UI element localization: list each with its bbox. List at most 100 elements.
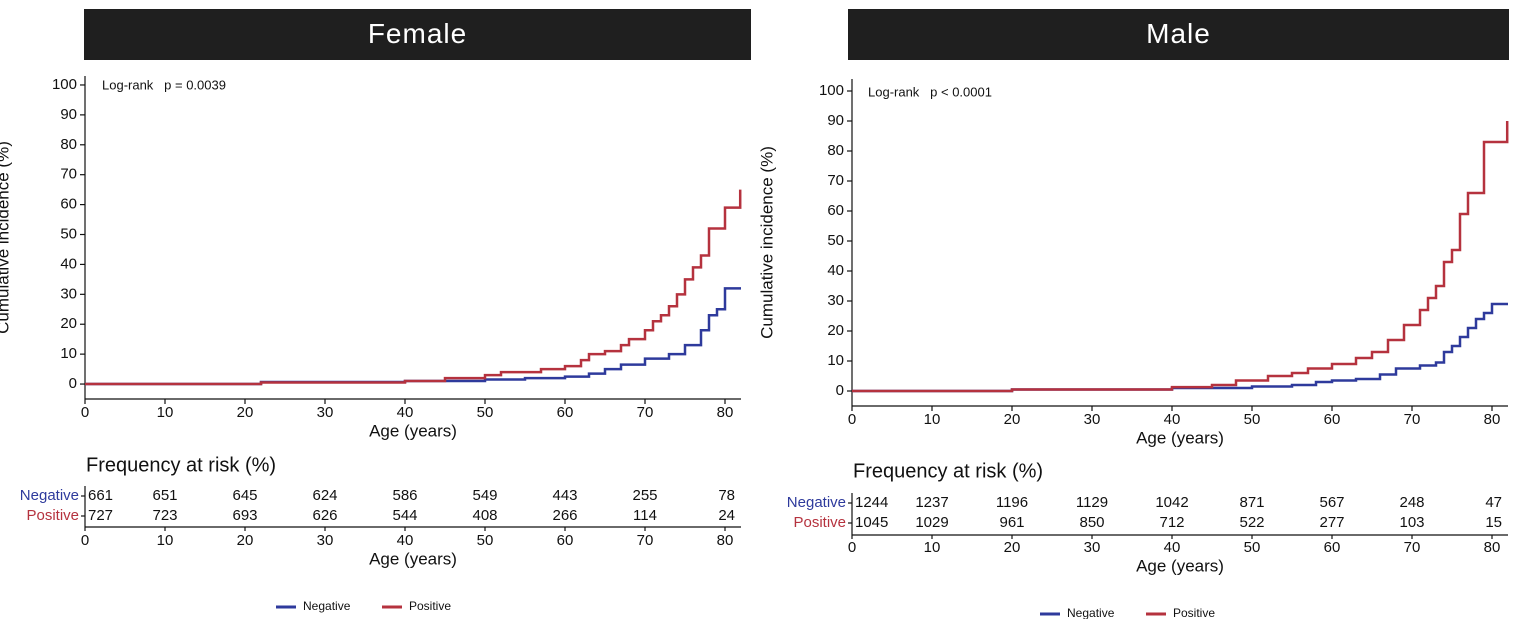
y-tick-label: 60 xyxy=(60,196,77,213)
risk-title: Frequency at risk (%) xyxy=(853,460,1043,482)
risk-x-tick-label: 0 xyxy=(81,532,89,549)
step-line xyxy=(85,287,741,386)
x-tick-label: 70 xyxy=(1404,411,1421,428)
x-tick-label: 80 xyxy=(1484,411,1501,428)
x-tick-label: 60 xyxy=(557,404,574,421)
x-tick-label: 0 xyxy=(848,411,856,428)
y-tick-label: 20 xyxy=(60,315,77,332)
risk-row-name: Negative xyxy=(787,494,846,511)
risk-value: 255 xyxy=(632,487,657,504)
y-tick-label: 10 xyxy=(827,352,844,369)
risk-value: 645 xyxy=(232,487,257,504)
risk-x-tick-label: 40 xyxy=(397,532,414,549)
y-tick-label: 100 xyxy=(52,76,77,93)
risk-x-tick-label: 30 xyxy=(1084,539,1101,556)
y-tick-label: 60 xyxy=(827,202,844,219)
y-tick-label: 30 xyxy=(827,292,844,309)
risk-value: 1029 xyxy=(915,514,948,531)
x-tick-label: 30 xyxy=(1084,411,1101,428)
annotation: Log-rank p = 0.0039 xyxy=(102,77,226,92)
risk-value: 661 xyxy=(88,487,113,504)
y-tick-label: 80 xyxy=(60,136,77,153)
risk-row-name: Positive xyxy=(26,507,79,524)
risk-value: 1196 xyxy=(996,494,1028,511)
risk-x-tick-label: 0 xyxy=(848,539,856,556)
risk-value: 114 xyxy=(633,507,657,524)
risk-value: 103 xyxy=(1399,514,1424,531)
panel-title: Male xyxy=(1146,18,1211,49)
risk-title: Frequency at risk (%) xyxy=(86,454,276,476)
legend-label: Negative xyxy=(303,599,351,613)
y-axis-label: Cumulative incidence (%) xyxy=(757,146,776,339)
risk-value: 443 xyxy=(552,487,577,504)
x-tick-label: 60 xyxy=(1324,411,1341,428)
risk-value: 567 xyxy=(1319,494,1344,511)
x-tick-label: 20 xyxy=(1004,411,1021,428)
annotation: Log-rank p < 0.0001 xyxy=(868,84,992,99)
risk-x-label: Age (years) xyxy=(369,549,457,568)
y-tick-label: 30 xyxy=(60,285,77,302)
risk-x-tick-label: 20 xyxy=(1004,539,1021,556)
risk-x-tick-label: 40 xyxy=(1164,539,1181,556)
x-tick-label: 50 xyxy=(477,404,494,421)
risk-value: 15 xyxy=(1485,514,1502,531)
risk-value: 961 xyxy=(999,514,1024,531)
risk-x-tick-label: 80 xyxy=(1484,539,1501,556)
risk-x-tick-label: 70 xyxy=(1404,539,1421,556)
risk-value: 1237 xyxy=(915,494,948,511)
legend-label: Negative xyxy=(1067,606,1115,619)
risk-value: 266 xyxy=(552,507,577,524)
y-tick-label: 70 xyxy=(60,166,77,183)
x-axis-label: Age (years) xyxy=(1136,428,1224,447)
risk-value: 522 xyxy=(1239,514,1264,531)
x-tick-label: 20 xyxy=(237,404,254,421)
risk-value: 248 xyxy=(1399,494,1424,511)
y-tick-label: 0 xyxy=(836,382,844,399)
title-bar xyxy=(84,9,751,60)
risk-value: 712 xyxy=(1159,514,1184,531)
risk-value: 277 xyxy=(1319,514,1344,531)
step-line xyxy=(852,302,1508,393)
risk-value: 586 xyxy=(392,487,417,504)
risk-value: 1244 xyxy=(855,494,888,511)
risk-x-tick-label: 70 xyxy=(637,532,654,549)
risk-x-tick-label: 50 xyxy=(477,532,494,549)
y-tick-label: 40 xyxy=(827,262,844,279)
y-tick-label: 0 xyxy=(69,375,77,392)
risk-value: 624 xyxy=(312,487,337,504)
risk-x-tick-label: 20 xyxy=(237,532,254,549)
risk-x-tick-label: 50 xyxy=(1244,539,1261,556)
risk-value: 1129 xyxy=(1076,494,1108,511)
risk-value: 651 xyxy=(152,487,177,504)
risk-row-name: Negative xyxy=(20,487,79,504)
risk-value: 1045 xyxy=(855,514,888,531)
legend-label: Positive xyxy=(1173,606,1215,619)
risk-x-tick-label: 10 xyxy=(157,532,174,549)
risk-value: 693 xyxy=(232,507,257,524)
y-tick-label: 100 xyxy=(819,82,844,99)
legend-label: Positive xyxy=(409,599,451,613)
risk-value: 544 xyxy=(392,507,417,524)
risk-value: 24 xyxy=(718,507,735,524)
risk-x-label: Age (years) xyxy=(1136,556,1224,575)
risk-x-tick-label: 80 xyxy=(717,532,734,549)
risk-value: 727 xyxy=(88,507,113,524)
x-tick-label: 10 xyxy=(924,411,941,428)
risk-x-tick-label: 60 xyxy=(557,532,574,549)
risk-row-name: Positive xyxy=(793,514,846,531)
x-tick-label: 70 xyxy=(637,404,654,421)
y-tick-label: 80 xyxy=(827,142,844,159)
risk-x-tick-label: 10 xyxy=(924,539,941,556)
y-tick-label: 50 xyxy=(827,232,844,249)
x-tick-label: 50 xyxy=(1244,411,1261,428)
y-tick-label: 40 xyxy=(60,255,77,272)
risk-value: 78 xyxy=(718,487,735,504)
risk-value: 1042 xyxy=(1155,494,1188,511)
panel-title: Female xyxy=(368,18,467,49)
step-line xyxy=(85,189,742,386)
x-tick-label: 0 xyxy=(81,404,89,421)
y-tick-label: 70 xyxy=(827,172,844,189)
y-tick-label: 90 xyxy=(60,106,77,123)
y-tick-label: 90 xyxy=(827,112,844,129)
